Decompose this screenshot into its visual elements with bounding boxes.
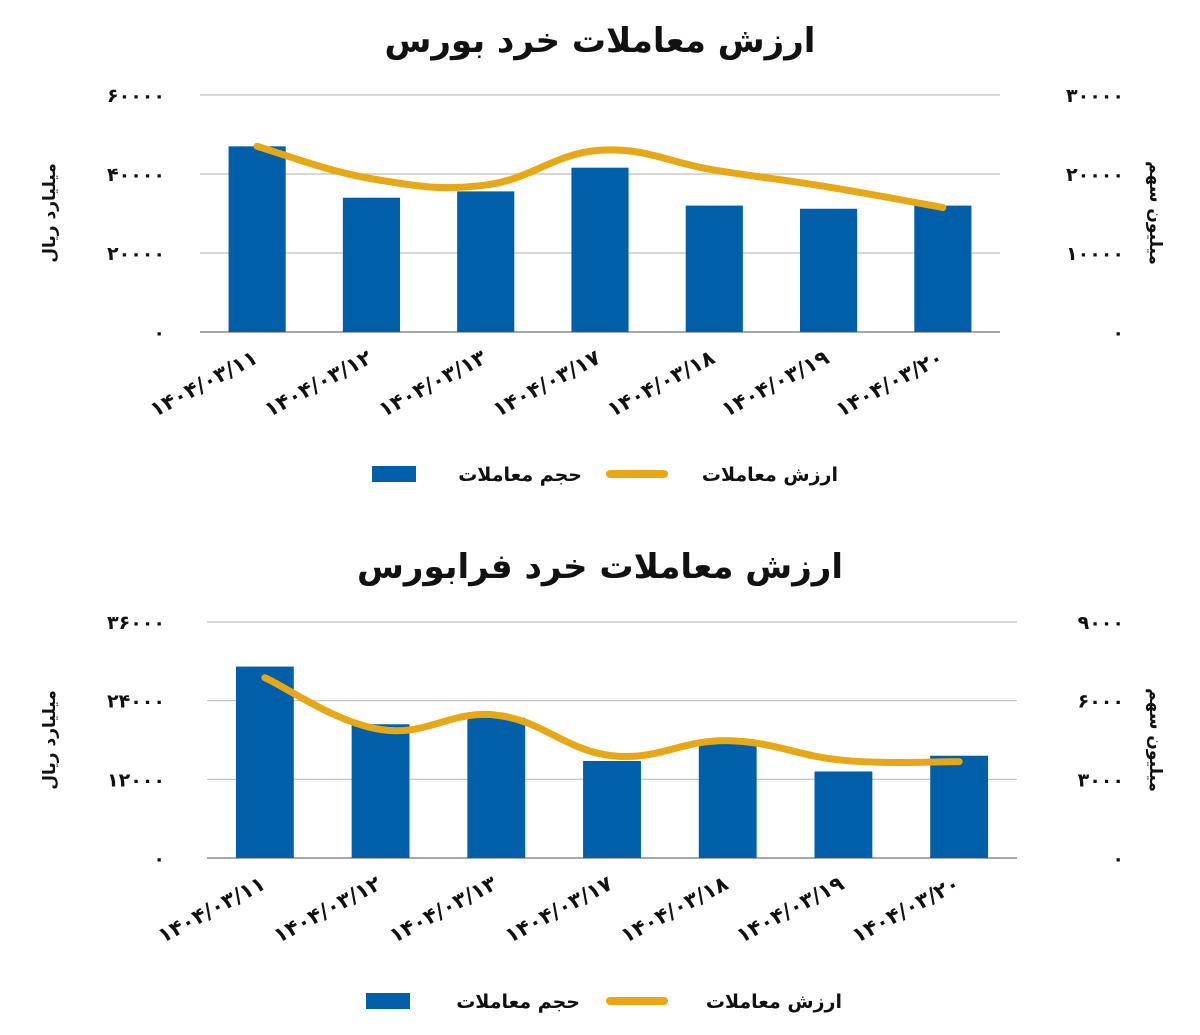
x-tick-label: ۱۴۰۴/۰۳/۱۳ bbox=[375, 345, 491, 422]
left-tick-label: ۱۲۰۰۰ bbox=[107, 769, 165, 791]
right-axis-ticks: ۳۰۰۰۰ ۲۰۰۰۰ ۱۰۰۰۰ ۰ bbox=[1066, 85, 1124, 344]
value-line bbox=[253, 142, 947, 212]
legend-bar-swatch bbox=[372, 466, 416, 482]
bar bbox=[235, 666, 294, 858]
legend: حجم معاملات ارزش معاملات bbox=[366, 991, 842, 1013]
x-tick-label: ۱۴۰۴/۰۳/۱۲ bbox=[260, 345, 376, 422]
x-tick-label: ۱۴۰۴/۰۳/۱۱ bbox=[154, 871, 269, 948]
bar bbox=[698, 742, 757, 858]
left-axis-title: میلیارد ریال bbox=[40, 163, 60, 262]
chart-title: ارزش معاملات خرد بورس bbox=[385, 21, 816, 61]
chart-title: ارزش معاملات خرد فرابورس bbox=[357, 547, 843, 587]
legend-label-value: ارزش معاملات bbox=[702, 464, 838, 486]
line-series bbox=[253, 142, 947, 212]
x-tick-label: ۱۴۰۴/۰۳/۱۷ bbox=[501, 871, 617, 948]
bar bbox=[685, 205, 743, 332]
x-tick-label: ۱۴۰۴/۰۳/۱۲ bbox=[270, 871, 386, 948]
legend-label-volume: حجم معاملات bbox=[456, 991, 580, 1013]
chart-bourse: ارزش معاملات خرد بورس ۶۰۰۰۰ ۴۰۰۰۰ ۲۰۰۰۰ ۰ ۳… bbox=[40, 21, 1165, 486]
right-axis-ticks: ۹۰۰۰ ۶۰۰۰ ۳۰۰۰ ۰ bbox=[1078, 612, 1124, 870]
x-tick-label: ۱۴۰۴/۰۳/۱۱ bbox=[146, 345, 261, 422]
left-axis-ticks: ۳۶۰۰۰ ۲۴۰۰۰ ۱۲۰۰۰ ۰ bbox=[107, 612, 165, 870]
bar bbox=[583, 760, 641, 858]
value-line bbox=[261, 674, 963, 767]
bar bbox=[351, 724, 410, 858]
bar bbox=[814, 771, 873, 858]
left-axis-title: میلیارد ریال bbox=[40, 690, 60, 789]
chart-farabourse: ارزش معاملات خرد فرابورس ۳۶۰۰۰ ۲۴۰۰۰ ۱۲۰۰۰… bbox=[40, 547, 1165, 1013]
x-tick-label: ۱۴۰۴/۰۳/۱۹ bbox=[732, 871, 848, 948]
bar bbox=[571, 167, 629, 332]
x-tick-label: ۱۴۰۴/۰۳/۲۰ bbox=[832, 345, 947, 422]
left-tick-label: ۰ bbox=[153, 322, 165, 344]
left-tick-label: ۶۰۰۰۰ bbox=[107, 85, 165, 107]
right-axis-title: میلیون سهم bbox=[1145, 688, 1165, 792]
bar-series bbox=[228, 146, 972, 332]
right-tick-label: ۰ bbox=[1112, 848, 1124, 870]
bar bbox=[342, 197, 400, 332]
right-tick-label: ۰ bbox=[1112, 322, 1124, 344]
right-axis-title: میلیون سهم bbox=[1145, 161, 1165, 265]
bar bbox=[800, 208, 858, 332]
x-tick-label: ۱۴۰۴/۰۳/۱۸ bbox=[617, 871, 733, 948]
left-tick-label: ۳۶۰۰۰ bbox=[107, 612, 165, 634]
left-tick-label: ۰ bbox=[153, 848, 165, 870]
legend: حجم معاملات ارزش معاملات bbox=[372, 464, 838, 486]
right-tick-label: ۱۰۰۰۰ bbox=[1066, 243, 1124, 265]
left-tick-label: ۲۴۰۰۰ bbox=[107, 691, 165, 713]
left-tick-label: ۴۰۰۰۰ bbox=[107, 164, 165, 186]
line-series bbox=[261, 674, 963, 767]
bar bbox=[228, 146, 286, 332]
right-tick-label: ۳۰۰۰ bbox=[1078, 769, 1124, 791]
right-tick-label: ۳۰۰۰۰ bbox=[1066, 85, 1124, 107]
right-tick-label: ۲۰۰۰۰ bbox=[1066, 164, 1124, 186]
bar bbox=[930, 755, 989, 858]
legend-label-volume: حجم معاملات bbox=[458, 464, 582, 486]
left-axis-ticks: ۶۰۰۰۰ ۴۰۰۰۰ ۲۰۰۰۰ ۰ bbox=[107, 85, 165, 344]
x-tick-label: ۱۴۰۴/۰۳/۱۹ bbox=[718, 345, 834, 422]
x-tick-label: ۱۴۰۴/۰۳/۱۸ bbox=[603, 345, 719, 422]
bar bbox=[457, 191, 515, 332]
bar bbox=[914, 205, 972, 332]
x-axis-ticks: ۱۴۰۴/۰۳/۱۱۱۴۰۴/۰۳/۱۲۱۴۰۴/۰۳/۱۳۱۴۰۴/۰۳/۱۷… bbox=[146, 345, 947, 422]
x-tick-label: ۱۴۰۴/۰۳/۲۰ bbox=[848, 871, 963, 948]
legend-bar-swatch bbox=[366, 993, 410, 1009]
legend-label-value: ارزش معاملات bbox=[706, 991, 842, 1013]
left-tick-label: ۲۰۰۰۰ bbox=[107, 243, 165, 265]
bar-series bbox=[235, 666, 989, 858]
x-tick-label: ۱۴۰۴/۰۳/۱۳ bbox=[385, 871, 501, 948]
right-tick-label: ۹۰۰۰ bbox=[1078, 612, 1124, 634]
bar bbox=[467, 717, 526, 858]
x-tick-label: ۱۴۰۴/۰۳/۱۷ bbox=[489, 345, 605, 422]
right-tick-label: ۶۰۰۰ bbox=[1078, 691, 1124, 713]
